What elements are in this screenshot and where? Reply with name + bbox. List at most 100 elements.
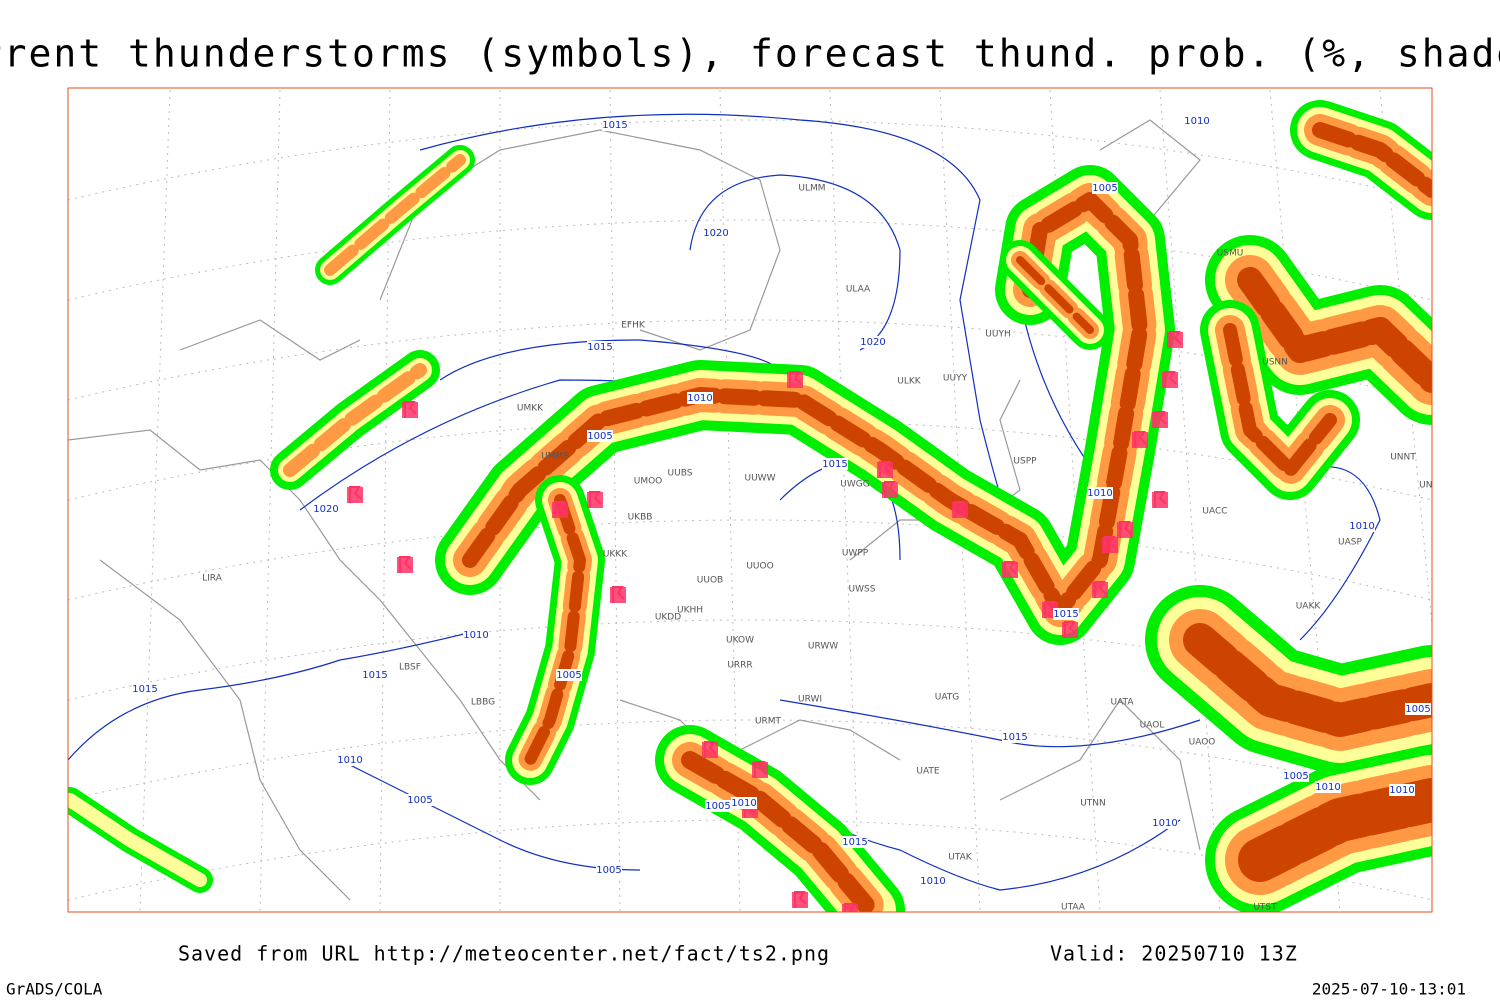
thunder-prob-shading — [1223, 323, 1337, 477]
software: GrADS/COLA — [6, 980, 103, 999]
coastline — [99, 559, 351, 901]
storm-symbol — [1104, 536, 1117, 553]
station-label: UUWW — [745, 474, 776, 484]
thunder-prob-shading — [283, 363, 427, 477]
isobar-label: 1005 — [1283, 771, 1308, 782]
station-label: UWGG — [840, 480, 869, 490]
title: Current thunderstorms (symbols), forecas… — [0, 32, 1500, 76]
station-label: URWI — [798, 695, 822, 705]
station-label: UKOW — [726, 636, 754, 646]
station-label: LBBG — [471, 698, 495, 708]
isobar-label-bg — [602, 119, 628, 131]
station-label: UKBB — [628, 513, 653, 523]
isobar-label-bg — [687, 392, 713, 404]
map-frame — [67, 87, 1433, 913]
isobar-label-bg — [463, 629, 489, 641]
station-label: UTAA — [1061, 903, 1086, 913]
station-label: URMT — [755, 717, 782, 727]
station-label: LIRA — [202, 574, 223, 584]
storm-symbol — [1134, 431, 1147, 448]
isobar-label-bg — [1184, 115, 1210, 127]
map-content: 1015 101010051020102010151010100510151020… — [68, 89, 1445, 913]
storm-symbol — [844, 903, 856, 912]
isobar-label-bg — [587, 430, 613, 442]
station-label: UATE — [916, 767, 940, 777]
storm-symbol — [612, 586, 625, 603]
isobar-label: 1015 — [132, 684, 157, 695]
isobar-label-bg — [1389, 784, 1415, 796]
coastline — [619, 699, 901, 761]
isobar-label: 1015 — [602, 120, 627, 131]
storm-symbol — [1119, 521, 1132, 538]
isobar-label-bg — [1349, 520, 1375, 532]
isobar-label: 1015 — [587, 342, 612, 353]
isobar-label-bg — [1405, 703, 1431, 715]
station-label: EFHK — [621, 321, 646, 331]
station-label: UNNT — [1390, 453, 1416, 463]
isobar-label-bg — [705, 800, 731, 812]
storm-symbol — [1154, 491, 1167, 508]
station-label: USPP — [1013, 457, 1037, 467]
isobar-label: 1020 — [313, 504, 338, 515]
storm-symbol — [1064, 621, 1077, 638]
station-label: UMOO — [634, 477, 663, 487]
isobar — [419, 113, 1021, 561]
station-label: UKHH — [677, 606, 703, 616]
isobar-label: 1010 — [731, 798, 756, 809]
isobar-label-bg — [1283, 770, 1309, 782]
station-label: USNN — [1262, 358, 1288, 368]
station-label: URWW — [808, 642, 838, 652]
storm-symbol — [1094, 581, 1107, 598]
isobar-label: 1015 — [822, 459, 847, 470]
isobar-label: 1005 — [596, 865, 621, 876]
station-label: URRR — [727, 661, 752, 671]
isobar-label-bg — [1315, 781, 1341, 793]
station-label: UWPP — [842, 549, 869, 559]
isobar-label: 1005 — [407, 795, 432, 806]
isobar-label-bg — [587, 341, 613, 353]
station-label: ULAA — [846, 285, 871, 295]
thunder-prob-shading — [1237, 267, 1432, 393]
station-label: ULMM — [798, 184, 825, 194]
isobar-label-bg — [362, 669, 388, 681]
thunder-prob-shading — [524, 494, 586, 766]
thunder-prob-shading — [68, 793, 207, 887]
station-label: LBSF — [399, 663, 421, 673]
isobar-label: 1010 — [1389, 785, 1414, 796]
isobar-label-bg — [731, 797, 757, 809]
isobar-label: 1010 — [1087, 488, 1112, 499]
station-label: UTNN — [1080, 799, 1106, 809]
station-label: UAOL — [1140, 721, 1165, 731]
isobar-label-bg — [556, 669, 582, 681]
isobar-label: 1005 — [556, 670, 581, 681]
isobar-label: 1020 — [703, 228, 728, 239]
storm-symbol — [554, 501, 567, 518]
station-label: UNBB — [1419, 481, 1445, 491]
isobar-label: 1015 — [1002, 732, 1027, 743]
isobar-label-bg — [1087, 487, 1113, 499]
storm-symbol — [399, 556, 412, 573]
station-label: UUBS — [668, 469, 693, 479]
graticule — [1049, 89, 1101, 912]
station-label: UMMS — [541, 452, 569, 462]
storm-symbol — [1044, 601, 1057, 618]
station-label: UAOO — [1189, 738, 1216, 748]
isobar-label-bg — [860, 336, 886, 348]
station-label: UKKK — [603, 550, 628, 560]
coastline — [999, 699, 1201, 851]
thunder-prob-shading — [1183, 623, 1432, 737]
isobar-label-bg — [132, 683, 158, 695]
station-label: UUYH — [985, 330, 1010, 340]
storm-symbol — [704, 741, 717, 758]
storm-symbol — [1164, 371, 1177, 388]
storm-symbol — [1154, 411, 1167, 428]
station-label: UATG — [935, 693, 960, 703]
valid-time: Valid: 20250710 13Z — [1050, 942, 1298, 966]
storm-symbol — [1169, 331, 1182, 348]
station-label: ULKK — [897, 377, 922, 387]
coastline — [68, 429, 541, 801]
isobar-label-bg — [313, 503, 339, 515]
isobar-label-bg — [842, 836, 868, 848]
isobar-label: 1010 — [1184, 116, 1209, 127]
station-label: UUOB — [697, 576, 723, 586]
